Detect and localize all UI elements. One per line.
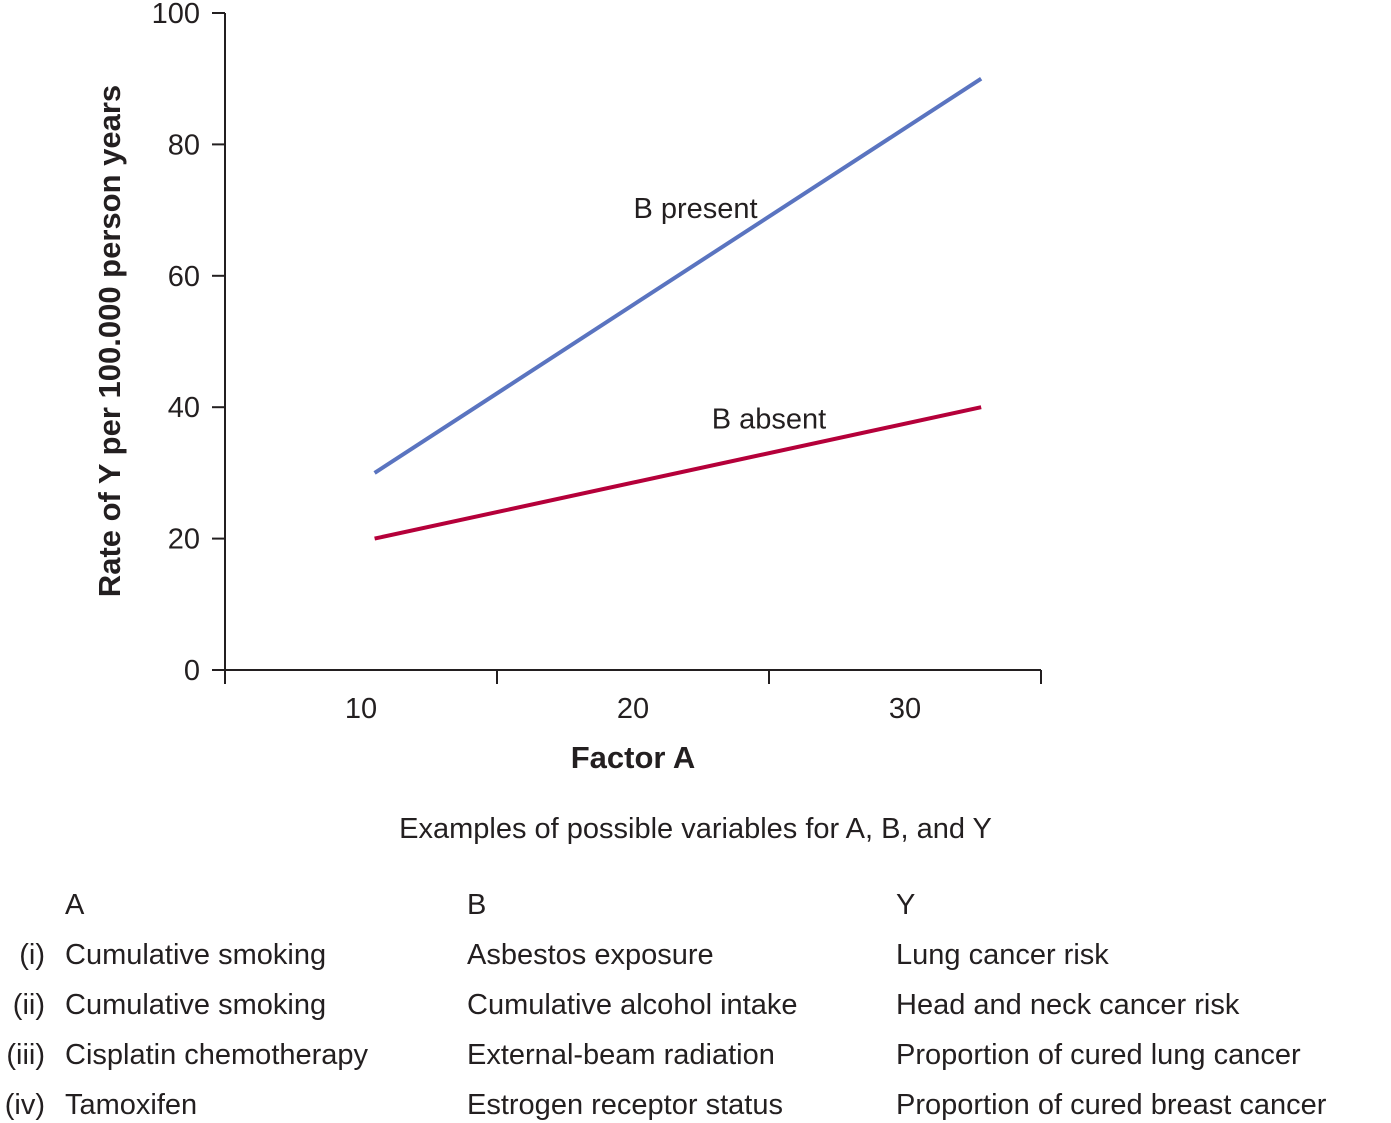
table-cell-num: (iii) — [6, 1039, 45, 1071]
table-cell-num: (ii) — [12, 989, 45, 1021]
table-header: B — [467, 889, 487, 921]
series-annotation: B present — [633, 193, 757, 225]
x-tick-label: 20 — [617, 693, 649, 725]
table-cell-y: Proportion of cured lung cancer — [896, 1039, 1301, 1071]
x-tick-label: 30 — [889, 693, 921, 725]
line-chart: 0 20 40 60 80 100 10 20 30 B present B absent — [152, 0, 1042, 725]
series-annotation: B absent — [712, 403, 826, 435]
table-cell-y: Lung cancer risk — [896, 939, 1109, 971]
table-cell-y: Head and neck cancer risk — [896, 989, 1240, 1021]
table-caption: Examples of possible variables for A, B,… — [399, 813, 992, 845]
table-cell-a: Cisplatin chemotherapy — [65, 1039, 369, 1071]
y-tick-label: 0 — [184, 655, 200, 687]
table-cell-num: (i) — [19, 939, 45, 971]
table-cell-a: Tamoxifen — [65, 1089, 198, 1121]
table-cell-a: Cumulative smoking — [65, 989, 327, 1021]
table-cell-num: (iv) — [4, 1089, 45, 1121]
series-line-b-absent — [374, 405, 982, 541]
x-tick-label: 10 — [345, 693, 377, 725]
table-cell-a: Cumulative smoking — [65, 939, 327, 971]
table-cell-b: Estrogen receptor status — [467, 1089, 783, 1121]
table-cell-b: External-beam radiation — [467, 1039, 775, 1071]
table-cell-y: Proportion of cured breast cancer — [896, 1089, 1327, 1121]
y-tick-label: 60 — [168, 261, 200, 293]
y-tick-label: 20 — [168, 524, 200, 556]
x-axis-label: Factor A — [570, 740, 696, 775]
table-header: Y — [896, 889, 916, 921]
table-cell-b: Cumulative alcohol intake — [467, 989, 798, 1021]
y-tick-label: 100 — [152, 0, 200, 30]
y-axis-label: Rate of Y per 100.000 person years — [92, 84, 127, 598]
table-cell-b: Asbestos exposure — [467, 939, 714, 971]
y-tick-label: 80 — [168, 129, 200, 161]
series-line-b-present — [373, 77, 983, 475]
table-header: A — [65, 889, 85, 921]
y-tick-label: 40 — [168, 392, 200, 424]
